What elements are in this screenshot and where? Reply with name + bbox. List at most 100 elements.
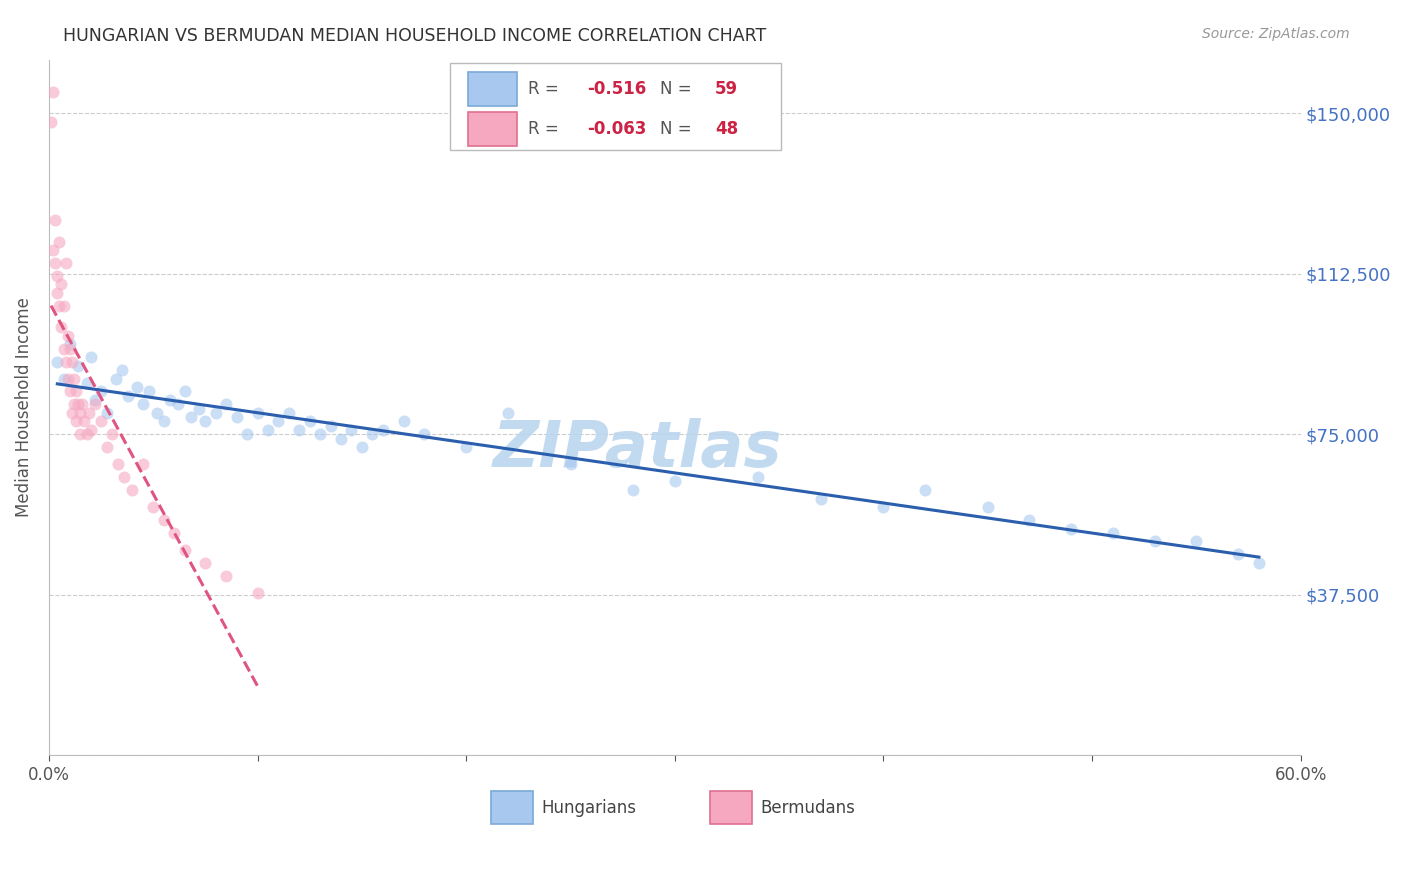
- Point: [46, 285, 69, 300]
- Point: [180, 410, 202, 425]
- Point: [63, 397, 86, 411]
- Point: [267, 414, 290, 428]
- Point: [1247, 556, 1270, 570]
- Point: [112, 470, 135, 484]
- Point: [42, 85, 65, 99]
- Point: [72, 397, 94, 411]
- Point: [60, 354, 83, 368]
- Point: [298, 414, 321, 428]
- Point: [371, 423, 394, 437]
- Point: [132, 457, 155, 471]
- Point: [456, 440, 478, 454]
- Point: [188, 401, 211, 416]
- Point: [55, 354, 77, 368]
- Point: [413, 427, 436, 442]
- Point: [159, 392, 181, 407]
- Point: [65, 414, 87, 428]
- Point: [194, 556, 217, 570]
- Point: [173, 384, 195, 399]
- Text: 59: 59: [714, 80, 738, 98]
- Point: [205, 406, 228, 420]
- Point: [76, 427, 98, 442]
- FancyBboxPatch shape: [450, 63, 782, 150]
- Text: R =: R =: [529, 120, 564, 138]
- Point: [51, 320, 73, 334]
- Text: -0.063: -0.063: [588, 120, 647, 138]
- Text: -0.516: -0.516: [588, 80, 647, 98]
- Point: [340, 423, 363, 437]
- Point: [1018, 513, 1040, 527]
- Point: [100, 427, 122, 442]
- Point: [63, 371, 86, 385]
- Point: [236, 427, 259, 442]
- Point: [77, 406, 100, 420]
- Point: [44, 213, 66, 227]
- Point: [496, 406, 519, 420]
- Point: [914, 483, 936, 497]
- Point: [59, 384, 82, 399]
- Point: [361, 427, 384, 442]
- Text: Source: ZipAtlas.com: Source: ZipAtlas.com: [1202, 27, 1350, 41]
- Point: [977, 500, 1000, 515]
- Point: [121, 483, 143, 497]
- Point: [146, 406, 169, 420]
- Point: [138, 384, 160, 399]
- Point: [392, 414, 415, 428]
- Point: [142, 500, 165, 515]
- Point: [52, 342, 75, 356]
- Point: [65, 384, 87, 399]
- Point: [309, 427, 332, 442]
- Point: [48, 235, 70, 249]
- Point: [152, 513, 174, 527]
- FancyBboxPatch shape: [468, 112, 517, 145]
- Point: [56, 371, 79, 385]
- Point: [96, 440, 118, 454]
- Point: [560, 457, 582, 471]
- Point: [107, 457, 129, 471]
- Y-axis label: Median Household Income: Median Household Income: [15, 298, 32, 517]
- Text: Bermudans: Bermudans: [759, 798, 855, 817]
- Point: [1185, 534, 1208, 549]
- Point: [46, 354, 69, 368]
- Point: [80, 350, 103, 364]
- Point: [163, 525, 186, 540]
- Point: [1143, 534, 1166, 549]
- Point: [173, 543, 195, 558]
- Point: [83, 397, 105, 411]
- Point: [104, 371, 127, 385]
- Point: [132, 397, 155, 411]
- Point: [59, 342, 82, 356]
- FancyBboxPatch shape: [710, 791, 752, 824]
- Point: [80, 423, 103, 437]
- Point: [810, 491, 832, 506]
- Point: [69, 427, 91, 442]
- Point: [67, 397, 90, 411]
- Point: [111, 363, 134, 377]
- Point: [215, 397, 238, 411]
- Point: [747, 470, 769, 484]
- Point: [246, 406, 269, 420]
- Point: [319, 418, 342, 433]
- Point: [246, 586, 269, 600]
- Point: [288, 423, 311, 437]
- Point: [51, 277, 73, 292]
- Point: [90, 414, 112, 428]
- Point: [60, 406, 83, 420]
- Text: HUNGARIAN VS BERMUDAN MEDIAN HOUSEHOLD INCOME CORRELATION CHART: HUNGARIAN VS BERMUDAN MEDIAN HOUSEHOLD I…: [63, 27, 766, 45]
- Point: [55, 256, 77, 270]
- Point: [257, 423, 280, 437]
- Point: [52, 371, 75, 385]
- Point: [215, 568, 238, 582]
- Point: [194, 414, 217, 428]
- Text: N =: N =: [659, 120, 696, 138]
- Text: Hungarians: Hungarians: [541, 798, 636, 817]
- Text: 48: 48: [714, 120, 738, 138]
- Point: [117, 389, 139, 403]
- FancyBboxPatch shape: [491, 791, 533, 824]
- Point: [56, 328, 79, 343]
- Point: [39, 114, 62, 128]
- Text: R =: R =: [529, 80, 564, 98]
- Point: [96, 406, 118, 420]
- Point: [1102, 525, 1125, 540]
- Point: [167, 397, 190, 411]
